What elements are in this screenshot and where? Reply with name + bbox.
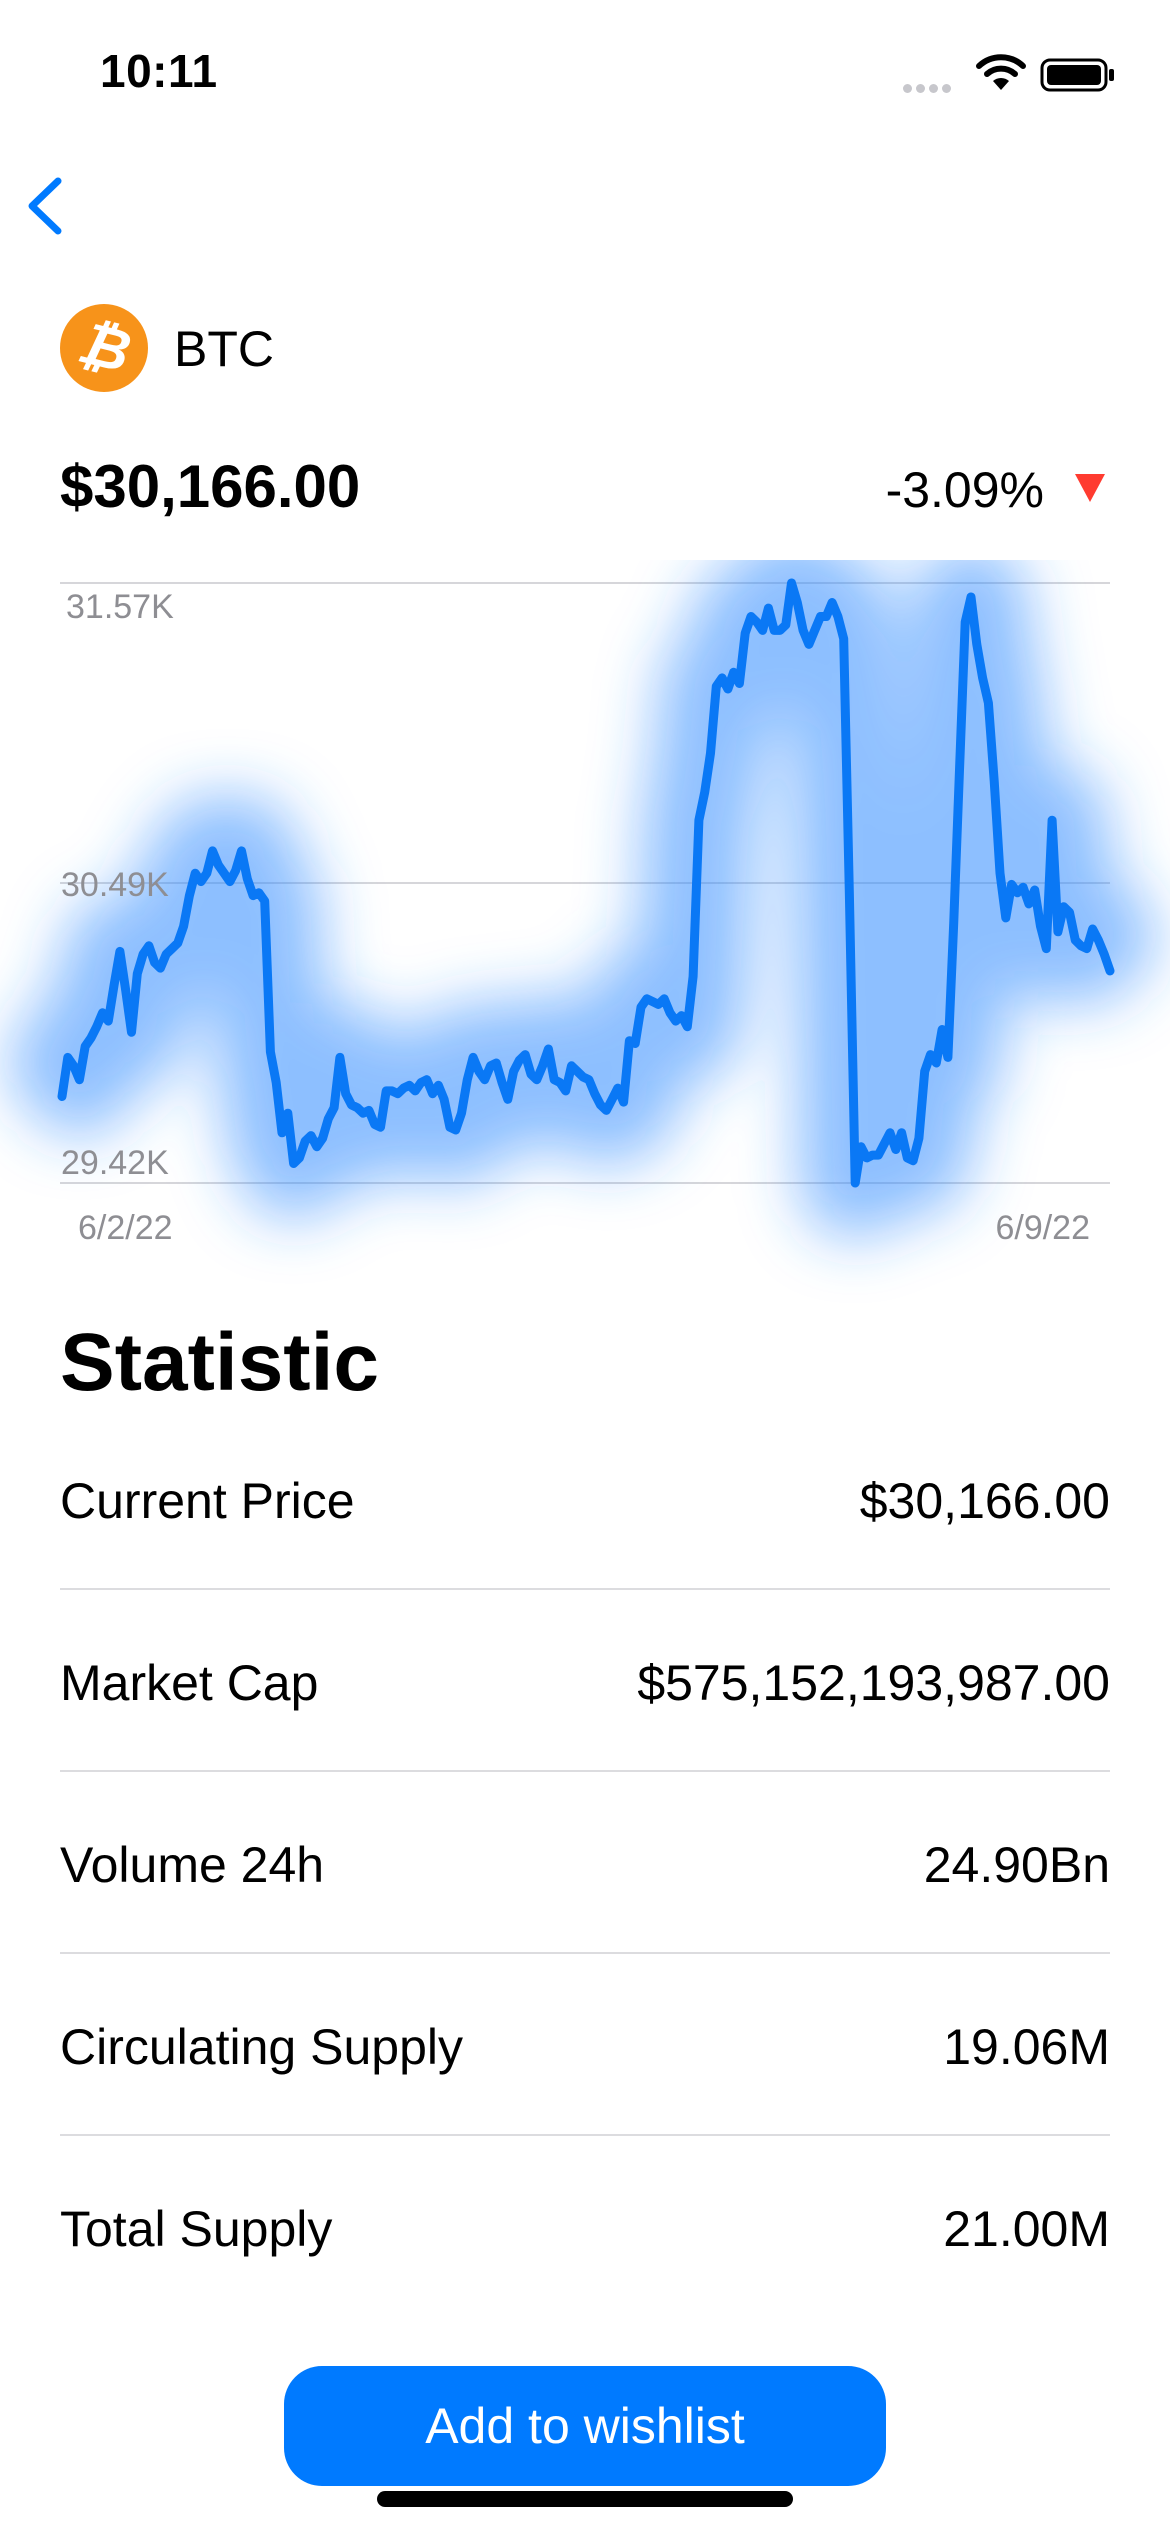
stat-label: Market Cap	[60, 1655, 319, 1711]
stat-label: Total Supply	[60, 2201, 333, 2257]
stat-label: Current Price	[60, 1473, 355, 1529]
stat-row-total-supply: Total Supply 21.00M	[60, 2200, 1110, 2380]
y-tick-label: 31.57K	[66, 588, 174, 626]
stat-label: Volume 24h	[60, 1837, 325, 1893]
bitcoin-logo-glyph: ₿	[71, 309, 137, 386]
stat-value: 21.00M	[943, 2201, 1110, 2257]
statistic-heading: Statistic	[60, 1317, 379, 1408]
divider	[60, 1588, 1110, 1590]
stat-row-volume-24h: Volume 24h 24.90Bn	[60, 1836, 1110, 2016]
home-indicator	[377, 2491, 793, 2507]
add-to-wishlist-button[interactable]: Add to wishlist	[284, 2366, 886, 2486]
status-time: 10:11	[100, 45, 218, 97]
stat-value: $575,152,193,987.00	[637, 1655, 1110, 1711]
x-tick-label: 6/2/22	[78, 1209, 173, 1247]
divider	[60, 1952, 1110, 1954]
signal-icon	[903, 80, 959, 94]
chart-series-line	[57, 578, 1115, 1188]
y-tick-label: 29.42K	[61, 1144, 169, 1182]
wifi-icon	[975, 52, 1027, 92]
back-button[interactable]	[22, 175, 72, 237]
price-change: -3.09%	[885, 462, 1044, 518]
back-chevron-icon	[28, 177, 62, 235]
bitcoin-logo-icon: ₿	[60, 304, 148, 392]
divider	[60, 1770, 1110, 1772]
battery-icon	[1040, 58, 1116, 92]
x-tick-label: 6/9/22	[995, 1209, 1090, 1247]
divider	[60, 2134, 1110, 2136]
stat-row-current-price: Current Price $30,166.00	[60, 1472, 1110, 1652]
down-arrow-icon	[1073, 472, 1107, 504]
coin-price: $30,166.00	[60, 453, 361, 520]
stat-value: 19.06M	[943, 2019, 1110, 2075]
stat-row-circulating-supply: Circulating Supply 19.06M	[60, 2018, 1110, 2198]
coin-symbol: BTC	[174, 321, 274, 377]
stat-label: Circulating Supply	[60, 2019, 463, 2075]
stat-value: $30,166.00	[859, 1473, 1110, 1529]
stat-row-market-cap: Market Cap $575,152,193,987.00	[60, 1654, 1110, 1834]
stat-value: 24.90Bn	[923, 1837, 1110, 1893]
y-tick-label: 30.49K	[61, 866, 169, 904]
price-chart: 31.57K 30.49K 29.42K 6/2/22 6/9/22	[7, 560, 1162, 1247]
